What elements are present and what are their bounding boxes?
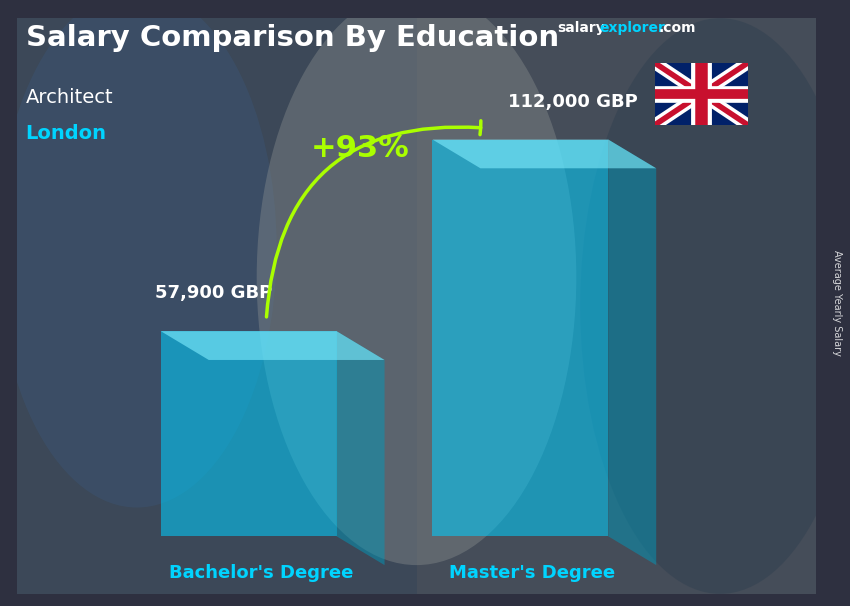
Text: London: London <box>26 124 106 143</box>
Polygon shape <box>161 331 337 536</box>
Text: Bachelor's Degree: Bachelor's Degree <box>168 564 353 582</box>
Ellipse shape <box>581 18 850 594</box>
Text: .com: .com <box>659 21 696 35</box>
Polygon shape <box>433 139 656 168</box>
Ellipse shape <box>257 0 576 565</box>
Text: explorer: explorer <box>599 21 665 35</box>
Text: Architect: Architect <box>26 88 113 107</box>
Text: +93%: +93% <box>310 135 409 164</box>
Bar <box>17 18 416 594</box>
Polygon shape <box>654 63 748 125</box>
Text: salary: salary <box>557 21 604 35</box>
Text: Average Yearly Salary: Average Yearly Salary <box>831 250 842 356</box>
Polygon shape <box>161 331 384 360</box>
Bar <box>416 18 816 594</box>
Ellipse shape <box>0 0 276 508</box>
Polygon shape <box>433 139 609 536</box>
Text: Salary Comparison By Education: Salary Comparison By Education <box>26 24 558 52</box>
Text: Master's Degree: Master's Degree <box>450 564 615 582</box>
Text: 112,000 GBP: 112,000 GBP <box>508 93 638 111</box>
Polygon shape <box>337 331 384 565</box>
Text: 57,900 GBP: 57,900 GBP <box>155 284 272 302</box>
Polygon shape <box>609 139 656 565</box>
